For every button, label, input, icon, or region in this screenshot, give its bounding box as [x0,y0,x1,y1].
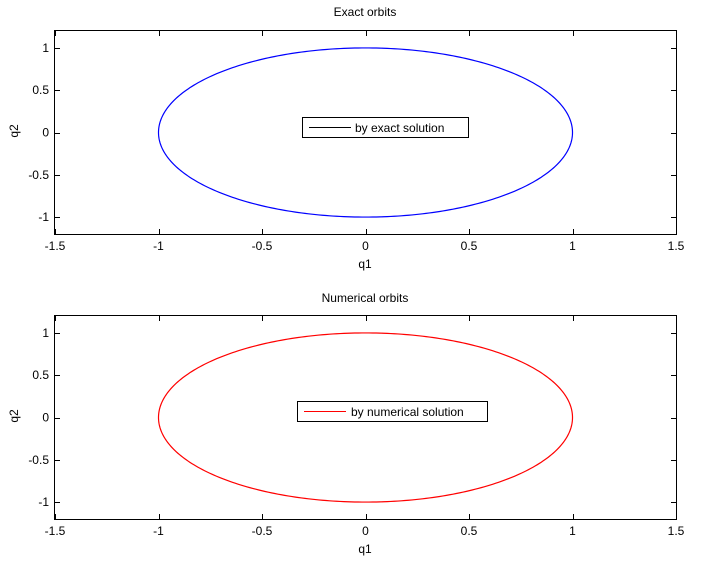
subplot-exact-orbits: Exact orbits q1 q2 -1.5 -1 -0.5 0 0.5 1 1.5-1-… [7,5,685,271]
orbit-series-line [157,332,574,503]
subplot-numerical-orbits: Numerical orbits q1 q2 -1.5 -1 -0.5 0 0.5 1 1.… [7,291,685,556]
axis-ticks: -1.5 -1 -0.5 0 0.5 1 1.5 -1 -0.5 0 0.5 1 [28,31,685,253]
x-tick-label: -1.5 [45,239,66,253]
x-tick-label: -1 [153,239,164,253]
y-tick-label: -1 [38,210,49,224]
y-tick-label: -0.5 [28,453,49,467]
x-tick-label: -1 [153,524,164,538]
x-axis-label: q1 [358,542,372,556]
y-tick-label: 0.5 [32,368,49,382]
legend-label: by exact solution [355,121,444,135]
chart-title: Exact orbits [334,5,397,19]
plot-area [157,332,574,503]
legend: by numerical solution [297,401,488,422]
chart-title: Numerical orbits [322,291,409,305]
x-tick-label: 1.5 [668,524,685,538]
x-tick-label: 0 [362,239,369,253]
y-tick-label: 1 [42,41,49,55]
x-tick-label: 0 [362,524,369,538]
x-tick-label: 0.5 [461,239,478,253]
plot-area [157,47,574,218]
x-tick-label: 0.5 [461,524,478,538]
y-tick-label: -0.5 [28,168,49,182]
y-tick-label: 1 [42,326,49,340]
y-axis-label: q2 [7,124,21,138]
legend-box [302,117,469,138]
x-tick-label: -1.5 [45,524,66,538]
x-tick-label: 1.5 [668,239,685,253]
x-tick-label: 1 [569,524,576,538]
legend: by exact solution [302,117,469,138]
x-tick-label: -0.5 [252,524,273,538]
y-tick-label: 0 [42,126,49,140]
orbit-series-line [157,47,574,218]
legend-box [297,401,488,422]
x-tick-label: 1 [569,239,576,253]
axes-box [54,315,677,520]
axis-ticks: -1.5 -1 -0.5 0 0.5 1 1.5 -1 -0.5 0 0.5 1 [28,316,685,538]
y-tick-label: 0.5 [32,83,49,97]
axes-box [54,30,677,235]
x-axis-label: q1 [358,257,372,271]
y-tick-label: 0 [42,411,49,425]
y-axis-label: q2 [7,409,21,423]
x-tick-label: -0.5 [252,239,273,253]
legend-label: by numerical solution [351,405,464,419]
y-tick-label: -1 [38,495,49,509]
